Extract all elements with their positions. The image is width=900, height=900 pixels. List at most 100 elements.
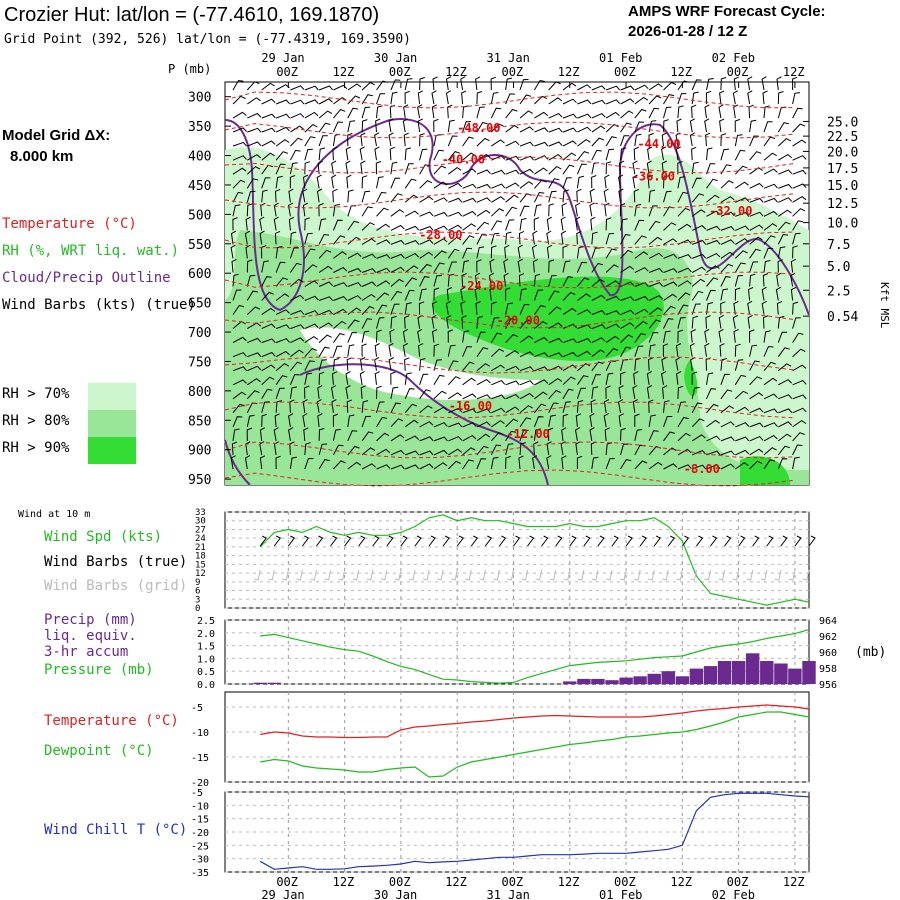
bottom-time-tick-label: 00Z	[501, 875, 523, 889]
wind-barb	[490, 220, 502, 231]
wind-barb	[361, 175, 368, 189]
wind-barb	[376, 239, 391, 245]
precip-bar	[732, 661, 746, 684]
wind-barb	[318, 427, 325, 441]
wind-barb	[289, 162, 298, 175]
temperature-ytick-label: -5	[191, 703, 203, 714]
wind-barb	[734, 149, 746, 161]
wind-barb	[273, 216, 279, 231]
wind-barb	[749, 248, 761, 259]
wind-barb	[634, 295, 649, 301]
wind-barb-true	[541, 535, 549, 547]
wind-barb	[734, 250, 748, 259]
pressure-tick-label: 450	[188, 179, 211, 194]
wind-barb	[505, 93, 515, 105]
wind-barb	[533, 416, 544, 428]
wind-barb	[275, 387, 285, 399]
pressure-tick-label: 300	[188, 91, 211, 106]
wind-barb	[419, 276, 430, 287]
wind-barb	[476, 315, 483, 329]
wind-barb	[361, 343, 367, 357]
wind-barb	[232, 179, 246, 189]
wind-barb	[332, 428, 341, 442]
wind-barb	[462, 183, 477, 189]
wind-barb	[776, 76, 782, 91]
wind-barb	[232, 416, 243, 428]
wind-barb	[332, 358, 340, 371]
top-time-tick-label: 00Z	[389, 65, 411, 79]
precip-bar	[253, 682, 267, 684]
wind-barb	[534, 403, 547, 414]
wind-barb	[777, 433, 792, 442]
wind-barb	[605, 123, 619, 133]
wind-barb	[361, 206, 373, 217]
wind-barb	[376, 304, 388, 315]
wind-barb	[562, 127, 577, 133]
wind-barb	[345, 146, 351, 161]
wind-barb	[719, 90, 725, 105]
height-tick-label: 10.0	[827, 217, 858, 232]
wind-barb	[359, 370, 365, 385]
wind-barb	[390, 386, 399, 399]
wind-barb	[691, 278, 706, 287]
wind-barb-grid	[507, 569, 514, 581]
wind-barb	[374, 132, 380, 147]
wind-barb	[433, 149, 444, 161]
wind-barb	[763, 183, 778, 189]
wind-barb	[290, 137, 303, 147]
wind-barb	[275, 126, 290, 133]
wind-barb	[518, 455, 524, 470]
wind-barb-true	[301, 535, 310, 547]
wind-barb	[433, 197, 448, 203]
wind-barb-grid	[296, 569, 303, 581]
height-tick-label: 17.5	[827, 162, 858, 177]
wind-barb	[419, 251, 433, 259]
wind-barb	[332, 413, 339, 427]
wind-barb	[605, 232, 615, 245]
wind-barb	[505, 206, 517, 217]
wind-barb	[706, 147, 713, 161]
wind-barb	[418, 301, 425, 315]
wind-barb	[560, 441, 566, 455]
wind-barb	[534, 95, 548, 105]
wind-barb	[661, 160, 667, 175]
wind-barb	[448, 197, 463, 203]
wind-barb	[318, 265, 333, 273]
wind-barb	[476, 234, 487, 245]
wind-barb	[777, 363, 792, 372]
wind-barb	[403, 104, 409, 119]
wind-barb	[749, 460, 763, 470]
wind-barb	[505, 287, 511, 301]
wind-barb	[259, 427, 266, 441]
pressure-legend: Pressure (mb)	[44, 662, 154, 678]
wind-barb	[404, 315, 410, 329]
wind-barb	[261, 276, 272, 287]
pressure-tick-label: 500	[188, 208, 211, 223]
wind-chill-legend: Wind Chill T (°C)	[44, 822, 188, 838]
wind-barb	[417, 90, 423, 105]
wind-barb	[749, 329, 755, 343]
wind-barb	[347, 252, 362, 259]
wind-barb	[318, 135, 328, 147]
wind-barb	[546, 230, 552, 245]
wind-barb	[792, 139, 807, 147]
wind-barb	[333, 109, 346, 119]
temperature-legend: Temperature (°C)	[2, 216, 137, 232]
wind-barb	[388, 357, 394, 371]
precip-bar	[267, 682, 281, 684]
wind-barb	[404, 372, 412, 385]
wind-barb	[405, 240, 420, 245]
wind-barb-grid	[394, 569, 402, 581]
wind-barb	[706, 435, 721, 442]
wind-barb	[505, 124, 519, 133]
dewpoint-line	[260, 711, 810, 778]
wind-barb	[232, 141, 247, 147]
wind-barb	[590, 216, 596, 231]
rh90-swatch	[88, 437, 136, 464]
wind-barb-grid	[690, 569, 697, 581]
wind-barb	[433, 462, 448, 470]
wind-barb	[476, 137, 490, 147]
wind-barb	[720, 288, 729, 301]
wind-barb	[273, 202, 279, 217]
wind-barb-grid	[324, 569, 332, 581]
